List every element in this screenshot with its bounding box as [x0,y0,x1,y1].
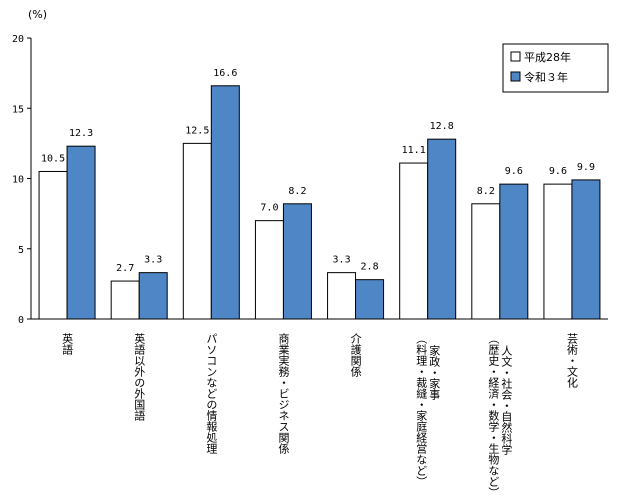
bar-series-1 [182,142,212,320]
y-tick-label: 0 [18,315,24,326]
category-label: 英語 [61,332,74,356]
data-label-series-1: 11.1 [402,145,426,156]
data-label-series-1: 10.5 [41,153,65,164]
category-label: 商業実務・ビジネス関係 [277,332,290,455]
category-label: 人文・社会・自然科学 [500,345,513,455]
legend: 平成28年 令和３年 [502,43,609,93]
y-tick-label: 5 [18,245,24,256]
bar-series-2 [427,138,457,320]
bar-series-2 [355,279,385,320]
legend-swatch-series-1 [510,51,521,62]
data-label-series-1: 2.7 [116,263,134,274]
bar-series-1 [327,272,357,320]
category-label: 家政・家事 [428,344,441,400]
bar-series-1 [471,203,501,320]
category-label: 介護関係 [349,333,362,378]
data-label-series-2: 12.3 [69,128,93,139]
data-label-series-1: 9.6 [549,166,567,177]
data-label-series-2: 3.3 [144,255,162,266]
y-unit-label: (%) [28,8,47,21]
data-label-series-2: 16.6 [213,68,237,79]
bar-series-2 [499,183,529,320]
data-label-series-1: 7.0 [260,203,278,214]
y-tick-label: 15 [12,104,24,115]
category-labels: 英語 英語以外の外国語 パソコンなどの情報処理 商業実務・ビジネス関係 介護関係 家政・家… [61,332,579,498]
category-label: （歴史・経済・数学・生物など） [487,333,500,498]
legend-swatch-series-2 [510,71,521,82]
bar-series-1 [38,170,68,320]
bar-series-2 [210,85,240,320]
data-label-series-2: 9.6 [505,166,523,177]
y-tick-label: 10 [12,175,24,186]
bar-series-1 [399,162,429,320]
legend-label-series-1: 平成28年 [524,50,571,64]
data-labels: 10.5 12.3 2.7 3.3 12.5 16.6 7.0 8.2 3.3 2.8 11.1 12… [41,68,595,274]
y-axis: 0 5 10 15 20 [12,34,32,326]
bar-series-2 [282,203,312,320]
data-label-series-1: 12.5 [185,125,209,136]
bar-series-2 [571,179,601,320]
data-label-series-2: 12.8 [430,121,454,132]
category-label: （料理・裁縫・家庭経営など） [415,333,428,487]
bar-series-2 [138,272,168,320]
data-label-series-1: 3.3 [333,255,351,266]
data-label-series-2: 8.2 [288,186,306,197]
data-label-series-2: 2.8 [361,262,379,273]
legend-label-series-2: 令和３年 [524,70,568,84]
bar-series-1 [543,183,573,320]
y-tick-label: 20 [12,34,24,45]
bars [38,85,601,320]
category-label: 芸術・文化 [565,333,578,389]
category-label: 英語以外の外国語 [133,332,146,422]
bar-series-2 [66,145,96,320]
data-label-series-1: 8.2 [477,186,495,197]
data-label-series-2: 9.9 [577,162,595,173]
category-label: パソコンなどの情報処理 [205,333,218,454]
bar-series-1 [110,280,140,320]
bar-series-1 [254,220,284,320]
